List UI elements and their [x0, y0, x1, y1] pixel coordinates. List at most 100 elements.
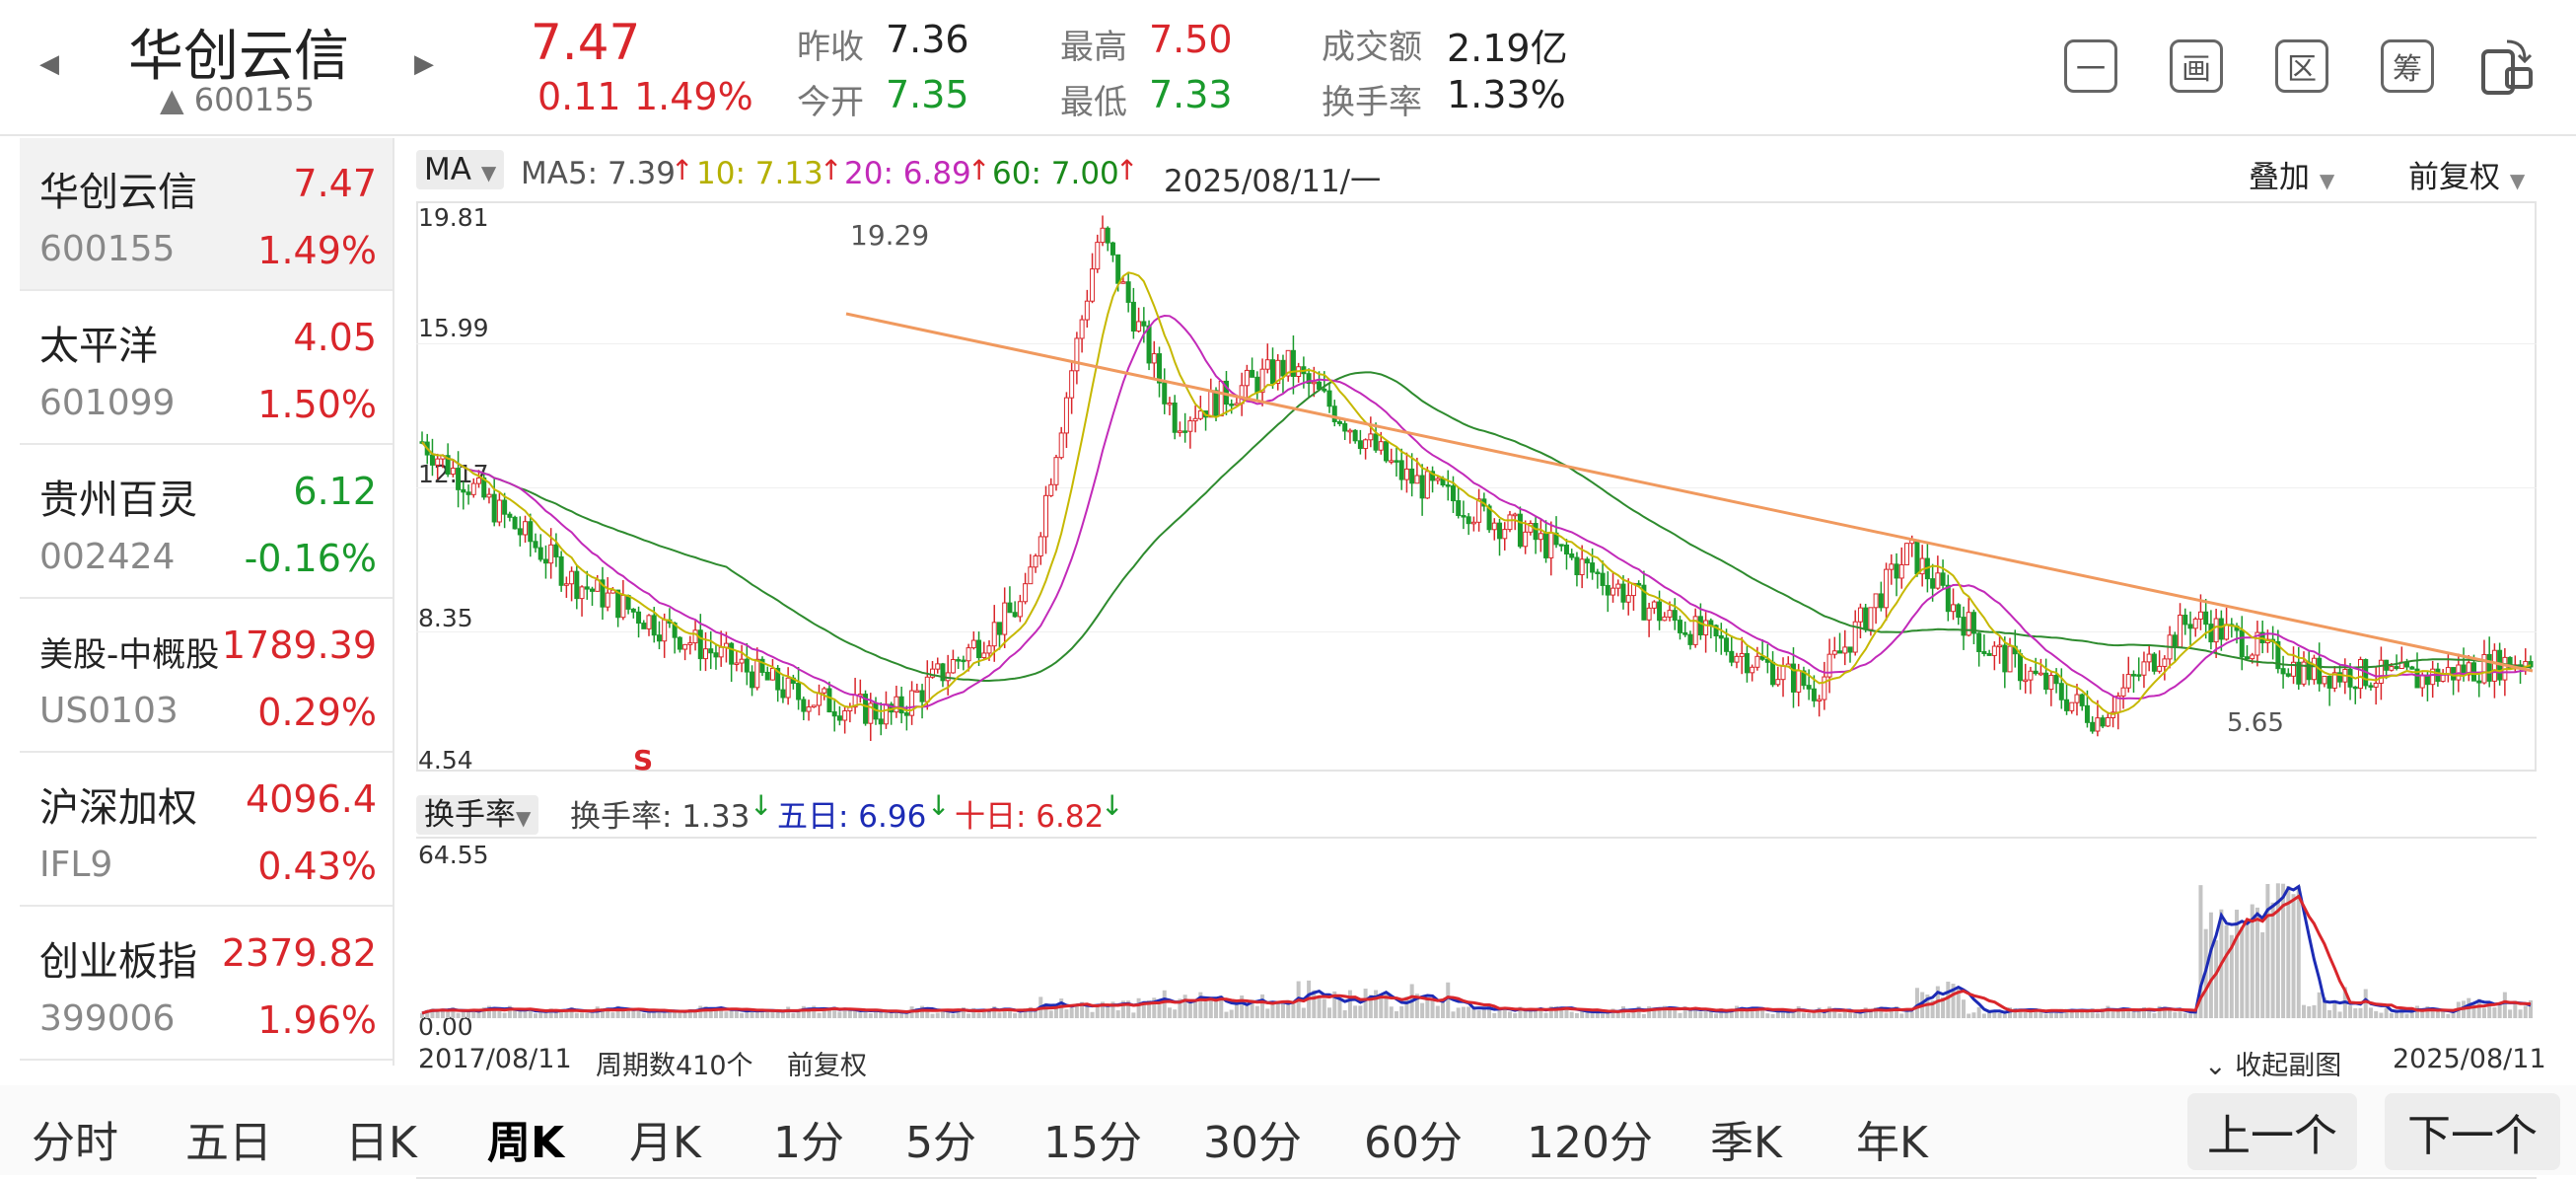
- turnover-bar: [734, 1009, 739, 1018]
- turnover-bar: [1085, 1003, 1090, 1018]
- candle-body: [2095, 717, 2101, 732]
- turnover-bar: [1101, 1001, 1106, 1018]
- watchlist-item[interactable]: 美股-中概股 1789.39 US0103 0.29%: [20, 600, 393, 753]
- tab-15min[interactable]: 15分: [1043, 1118, 1142, 1168]
- candle-body: [579, 586, 585, 600]
- ma-button[interactable]: MA ▼: [416, 150, 505, 189]
- tab-1min[interactable]: 1分: [773, 1118, 844, 1168]
- range-tool-button[interactable]: 区: [2275, 39, 2328, 93]
- candle-body: [605, 592, 610, 608]
- tab-quarterly-k[interactable]: 季K: [1710, 1118, 1782, 1168]
- tab-60min[interactable]: 60分: [1364, 1118, 1463, 1168]
- turnover-bar: [842, 1010, 847, 1018]
- candle-body: [2466, 662, 2471, 676]
- turnover-bar: [2013, 1007, 2018, 1018]
- candle-body: [1724, 637, 1730, 652]
- turnover-bar: [2446, 1013, 2451, 1018]
- watchlist-item-code: US0103: [39, 691, 179, 731]
- candle-body: [1976, 632, 1982, 652]
- sub-indicator-button[interactable]: 换手率▼: [416, 795, 539, 835]
- turnover-bar: [1106, 1005, 1110, 1018]
- watchlist-item[interactable]: 贵州百灵 6.12 002424 -0.16%: [20, 446, 393, 599]
- tab-fenshi[interactable]: 分时: [32, 1118, 118, 1168]
- candle-body: [2291, 661, 2297, 677]
- prev-close-label: 昨收: [797, 28, 864, 67]
- ma-selector[interactable]: MA ▼: [416, 150, 505, 189]
- turnover-bar: [1595, 1011, 1600, 1018]
- turnover-bar: [2291, 894, 2296, 1018]
- candle-body: [2322, 675, 2327, 685]
- next-button[interactable]: 下一个: [2385, 1093, 2560, 1170]
- dropdown-arrow-icon: ▼: [2509, 169, 2526, 192]
- watchlist-item[interactable]: 太平洋 4.05 601099 1.50%: [20, 292, 393, 445]
- turnover-bar: [780, 1012, 785, 1018]
- prev-stock-arrow-icon[interactable]: ◀: [39, 49, 59, 79]
- turnover-bar: [2136, 1011, 2141, 1018]
- turnover-bar: [574, 1012, 579, 1018]
- turnover-bar: [1384, 994, 1389, 1018]
- collapse-subchart-button[interactable]: ⌄ 收起副图: [2204, 1044, 2341, 1082]
- candle-body: [1523, 531, 1529, 548]
- line-tool-button[interactable]: 一: [2064, 39, 2117, 93]
- prev-button[interactable]: 上一个: [2187, 1093, 2357, 1170]
- watchlist-item[interactable]: 华创云信 7.47 600155 1.49%: [20, 138, 393, 291]
- candle-body: [1470, 521, 1476, 525]
- turnover-bar: [481, 1006, 486, 1018]
- overlay-dropdown[interactable]: 叠加 ▼: [2249, 152, 2334, 196]
- candle-body: [831, 711, 837, 717]
- candle-body: [708, 648, 714, 654]
- turnover-bar: [2106, 1005, 2111, 1018]
- turnover-bar: [2069, 1010, 2074, 1018]
- candle-body: [1940, 572, 1946, 586]
- adjust-dropdown[interactable]: 前复权 ▼: [2408, 152, 2525, 196]
- turnover-bar: [1580, 1010, 1585, 1018]
- candle-body: [863, 694, 869, 724]
- turnover-bar: [1193, 1000, 1198, 1018]
- tab-120min[interactable]: 120分: [1527, 1118, 1653, 1168]
- turnover-bar: [446, 1011, 451, 1018]
- grid-line: [416, 487, 2537, 488]
- tab-daily-k[interactable]: 日K: [345, 1118, 417, 1168]
- turnover-bar: [1941, 996, 1946, 1018]
- tab-30min[interactable]: 30分: [1203, 1118, 1302, 1168]
- candle-body: [2079, 694, 2085, 706]
- low-value: 7.33: [1149, 73, 1233, 116]
- turnover-bar: [636, 1010, 641, 1018]
- watchlist-item[interactable]: 创业板指 2379.82 399006 1.96%: [20, 908, 393, 1061]
- tab-yearly-k[interactable]: 年K: [1856, 1118, 1928, 1168]
- candle-body: [2409, 666, 2415, 670]
- next-stock-arrow-icon[interactable]: ▶: [414, 49, 434, 79]
- tab-monthly-k[interactable]: 月K: [629, 1118, 701, 1168]
- candle-body: [1007, 602, 1013, 614]
- tab-weekly-k[interactable]: 周K: [487, 1118, 565, 1168]
- candle-body: [542, 558, 548, 564]
- watchlist-item[interactable]: 沪深加权 4096.4 IFL9 0.43%: [20, 754, 393, 907]
- turnover-bar: [745, 1010, 750, 1018]
- chips-tool-button[interactable]: 筹: [2381, 39, 2434, 93]
- draw-tool-button[interactable]: 画: [2170, 39, 2223, 93]
- candle-body: [713, 652, 719, 658]
- turnover-bar: [2322, 997, 2326, 1018]
- candle-body: [1342, 422, 1348, 432]
- turnover-bar: [2317, 992, 2322, 1018]
- candle-body: [1063, 397, 1069, 434]
- turnover-bar: [1703, 1010, 1708, 1018]
- candle-body: [2507, 656, 2513, 669]
- tab-5min[interactable]: 5分: [905, 1118, 976, 1168]
- candle-body: [1868, 607, 1874, 630]
- turnover-bar: [2502, 992, 2507, 1018]
- rotate-screen-icon[interactable]: [2477, 36, 2537, 97]
- candle-body: [935, 663, 941, 670]
- candle-body: [2028, 670, 2034, 681]
- high-label: 最高: [1060, 28, 1127, 67]
- sub-indicator-selector[interactable]: 换手率▼: [416, 789, 539, 835]
- kline-chart-area[interactable]: MA ▼ MA5: 7.39 ↑ 10: 7.13 ↑ 20: 6.89 ↑ 6…: [394, 138, 2564, 1179]
- candle-body: [507, 513, 513, 518]
- turnover-bar: [1002, 1008, 1007, 1018]
- candle-body: [1780, 665, 1786, 681]
- turnover-bar: [1471, 1007, 1476, 1018]
- candle-body: [1208, 390, 1214, 418]
- tab-five-day[interactable]: 五日: [185, 1118, 272, 1168]
- dropdown-arrow-icon: ▼: [2319, 169, 2335, 192]
- candle-body: [1115, 254, 1121, 284]
